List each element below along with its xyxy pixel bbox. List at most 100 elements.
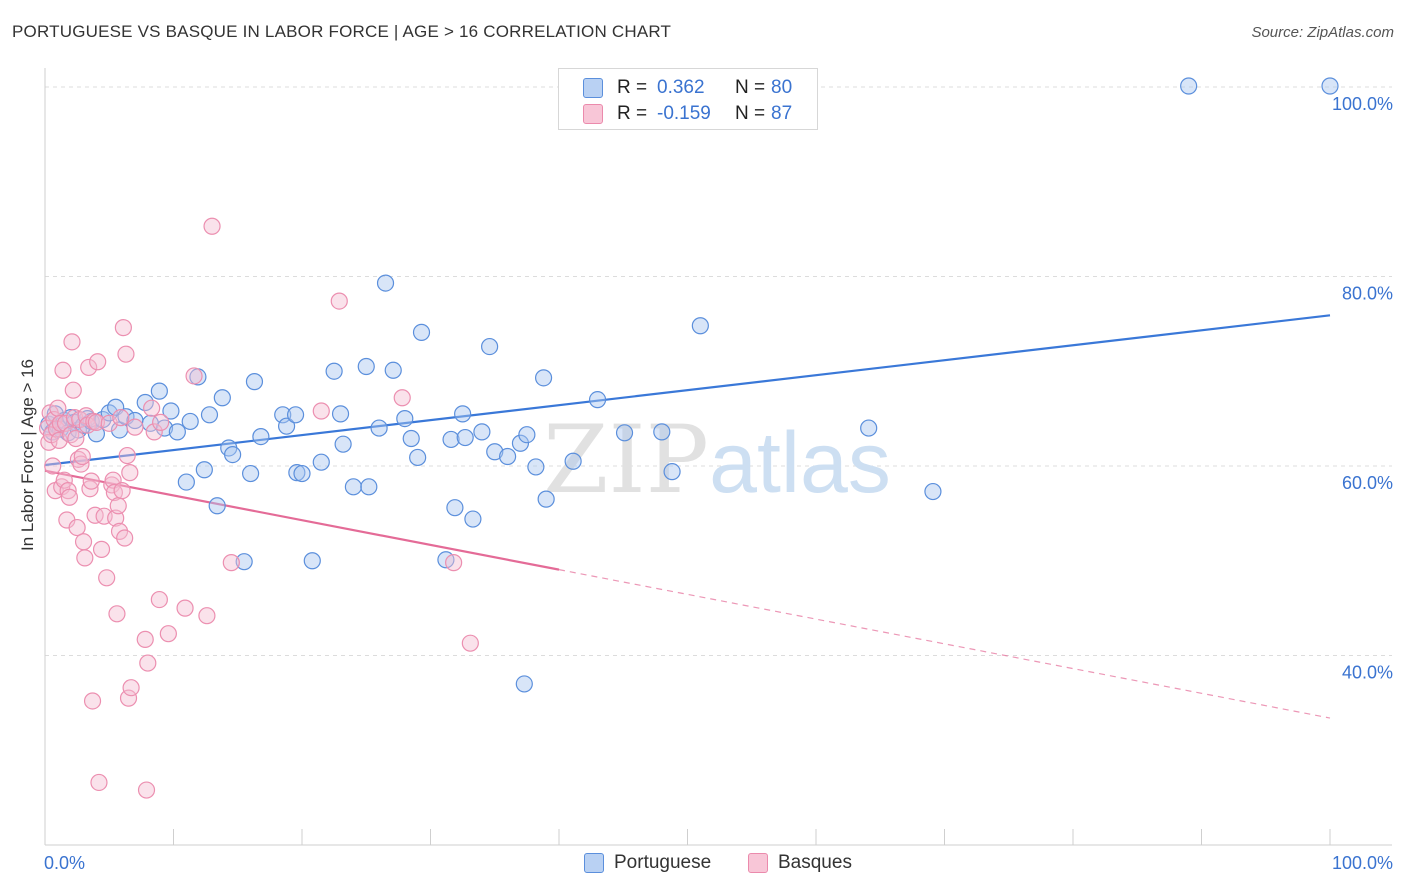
data-point-basques bbox=[126, 418, 144, 436]
data-point-basques bbox=[393, 389, 411, 407]
r-value: 0.362 bbox=[657, 77, 705, 98]
data-point-basques bbox=[76, 549, 94, 567]
basques-legend-swatch bbox=[748, 853, 768, 873]
data-point-basques bbox=[109, 497, 127, 515]
data-point-portuguese bbox=[446, 499, 464, 517]
correlation-legend: R = 0.362 N = 80 R = -0.159 N = 87 bbox=[558, 68, 818, 130]
data-point-basques bbox=[159, 625, 177, 643]
data-point-basques bbox=[89, 353, 107, 371]
data-point-basques bbox=[121, 464, 139, 482]
data-point-portuguese bbox=[150, 382, 168, 400]
data-point-portuguese bbox=[195, 461, 213, 479]
data-point-basques bbox=[73, 447, 91, 466]
x-tick-label-left: 0.0% bbox=[44, 853, 85, 873]
data-point-basques bbox=[44, 457, 62, 475]
trendline-basques-extrapolated bbox=[558, 569, 1331, 719]
data-point-portuguese bbox=[331, 405, 350, 423]
data-point-portuguese bbox=[325, 362, 343, 380]
data-point-portuguese bbox=[288, 464, 306, 482]
data-point-portuguese bbox=[588, 391, 607, 409]
data-point-portuguese bbox=[456, 428, 474, 447]
data-point-portuguese bbox=[162, 402, 180, 420]
data-point-portuguese bbox=[515, 675, 533, 693]
y-tick-label: 60.0% bbox=[1342, 473, 1393, 493]
basques-legend-label: Basques bbox=[778, 852, 852, 873]
data-point-portuguese bbox=[663, 463, 681, 481]
data-point-basques bbox=[87, 413, 106, 431]
data-point-portuguese bbox=[177, 473, 195, 491]
data-point-basques bbox=[80, 358, 98, 377]
data-point-portuguese bbox=[252, 428, 270, 446]
data-point-basques bbox=[117, 345, 135, 363]
data-point-basques bbox=[122, 679, 140, 697]
data-point-basques bbox=[139, 654, 157, 672]
data-point-basques bbox=[108, 605, 126, 623]
data-point-portuguese bbox=[213, 389, 231, 407]
data-point-portuguese bbox=[312, 453, 330, 471]
data-point-basques bbox=[461, 634, 479, 652]
data-point-basques bbox=[112, 409, 130, 427]
data-point-portuguese bbox=[473, 423, 491, 441]
data-point-portuguese bbox=[564, 452, 582, 470]
data-point-basques bbox=[445, 554, 463, 572]
data-point-portuguese bbox=[376, 274, 395, 292]
data-point-portuguese bbox=[242, 464, 260, 483]
data-point-portuguese bbox=[224, 446, 242, 464]
trendline-basques bbox=[44, 469, 560, 571]
data-point-portuguese bbox=[200, 406, 219, 424]
data-point-portuguese bbox=[534, 369, 553, 387]
data-point-portuguese bbox=[402, 429, 420, 448]
n-label: N = bbox=[735, 103, 766, 124]
legend-item-portuguese[interactable]: Portuguese bbox=[584, 852, 711, 874]
data-point-basques bbox=[118, 446, 136, 465]
data-point-portuguese bbox=[412, 323, 431, 341]
legend-row-basques: R = -0.159 N = 87 bbox=[583, 102, 792, 126]
data-point-basques bbox=[136, 630, 154, 648]
data-point-basques bbox=[49, 399, 67, 417]
n-value: 87 bbox=[771, 103, 793, 124]
data-point-portuguese bbox=[274, 406, 292, 424]
trendline-portuguese bbox=[44, 314, 1331, 467]
portuguese-legend-label: Portuguese bbox=[614, 852, 712, 873]
data-point-portuguese bbox=[486, 443, 504, 461]
data-point-basques bbox=[74, 533, 93, 551]
r-value: -0.159 bbox=[657, 103, 711, 124]
data-point-portuguese bbox=[537, 490, 555, 508]
legend-item-basques[interactable]: Basques bbox=[748, 852, 852, 874]
data-point-basques bbox=[198, 607, 216, 625]
basques-swatch bbox=[583, 104, 603, 124]
data-point-basques bbox=[113, 482, 131, 500]
data-point-portuguese bbox=[344, 478, 362, 496]
data-point-portuguese bbox=[1180, 77, 1198, 95]
legend-row-portuguese: R = 0.362 N = 80 bbox=[583, 76, 792, 100]
data-point-basques bbox=[152, 413, 170, 431]
data-point-portuguese bbox=[442, 430, 460, 449]
data-point-basques bbox=[63, 333, 81, 351]
data-point-portuguese bbox=[409, 448, 427, 467]
data-point-portuguese bbox=[464, 510, 482, 528]
y-tick-label: 80.0% bbox=[1342, 283, 1393, 303]
data-point-portuguese bbox=[691, 317, 709, 335]
data-point-portuguese bbox=[384, 361, 402, 379]
data-point-portuguese bbox=[396, 409, 414, 428]
chart-title: PORTUGUESE VS BASQUE IN LABOR FORCE | AG… bbox=[12, 22, 672, 41]
data-point-portuguese bbox=[499, 447, 517, 466]
n-label: N = bbox=[735, 77, 766, 98]
data-point-basques bbox=[176, 599, 194, 617]
portuguese-swatch bbox=[583, 78, 603, 98]
data-point-portuguese bbox=[245, 373, 264, 391]
data-point-basques bbox=[119, 689, 138, 707]
portuguese-legend-swatch bbox=[584, 853, 604, 873]
data-point-portuguese bbox=[208, 497, 226, 515]
data-point-basques bbox=[330, 292, 348, 310]
data-point-basques bbox=[83, 692, 102, 710]
data-point-portuguese bbox=[303, 552, 321, 570]
data-point-basques bbox=[114, 319, 132, 337]
data-point-basques bbox=[82, 472, 100, 490]
data-point-basques bbox=[145, 423, 163, 441]
data-point-basques bbox=[86, 506, 104, 524]
data-point-basques bbox=[55, 471, 73, 489]
data-point-portuguese bbox=[334, 435, 352, 453]
data-point-portuguese bbox=[370, 419, 388, 437]
